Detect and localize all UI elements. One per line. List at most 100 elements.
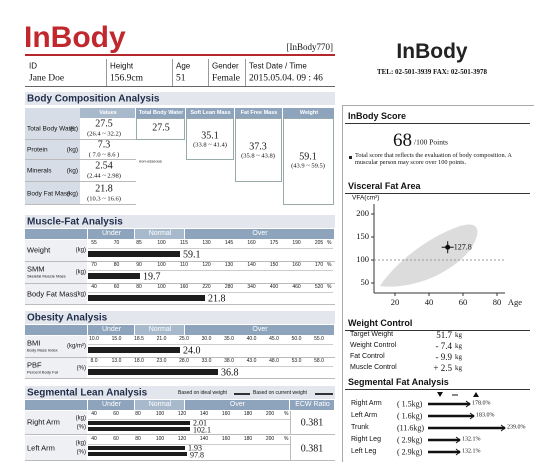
row-unit: (kg) (75, 291, 86, 298)
field-label: Height (110, 61, 134, 71)
header-cell (290, 400, 334, 410)
value: - 9.9 (435, 351, 453, 362)
row-unit: (kg) (75, 440, 86, 447)
column-header: Total Body Water (138, 109, 184, 116)
value: 37.3 (249, 141, 267, 153)
header-cell (135, 229, 184, 239)
scale-label: 120 (202, 262, 211, 269)
scale-label: 18.5 (134, 336, 144, 343)
scale-label: 48.0 (269, 358, 279, 365)
scale-label: 140 (247, 262, 256, 269)
value: 59.1 (299, 151, 317, 163)
scale-label: 120 (177, 436, 187, 443)
field-label: Test Date / Time (249, 61, 307, 71)
range: (33.8 ~ 41.4) (193, 141, 227, 149)
logo: InBody (396, 39, 468, 63)
separator (208, 59, 209, 87)
scale-label: 25.0 (179, 336, 189, 343)
y-tick-label: 200 (356, 208, 369, 219)
over-marker (473, 392, 479, 397)
panel-rule (345, 330, 530, 331)
scale-label: 520 (314, 284, 324, 291)
scale-label: 80 (113, 262, 120, 269)
scale-label: 40 (91, 411, 97, 418)
label-cell (25, 411, 87, 434)
header-cell (235, 108, 282, 118)
row-label: Muscle Control (350, 363, 397, 371)
field-value: 156.9cm (110, 73, 143, 84)
row-label: Trunk (351, 423, 369, 431)
bar (88, 446, 185, 450)
header-rule (25, 54, 335, 56)
scale-unit: % (284, 436, 289, 443)
row-label: Left Arm (27, 443, 55, 453)
row-label: Body Fat Mass (27, 189, 71, 197)
header-cell (135, 400, 184, 410)
bar-value: 19.7 (143, 271, 161, 283)
scale-unit: % (284, 411, 289, 418)
bar (88, 452, 187, 456)
separator (106, 59, 107, 87)
cell (186, 118, 234, 160)
section-bar (25, 386, 335, 399)
band-label: Under (101, 325, 122, 333)
scale-label: 460 (292, 284, 301, 291)
bar-value: 2.01 (193, 418, 207, 428)
scale-label: 60 (113, 436, 119, 443)
scale-label: 40.0 (246, 336, 257, 343)
value: 21.8 (95, 182, 113, 194)
bullet (349, 156, 352, 159)
bar-value: 97.8 (190, 450, 204, 460)
row-unit: (kg) (66, 146, 78, 154)
y-tick-label: 100 (356, 254, 369, 265)
scale-label: 140 (199, 411, 209, 418)
header-cell (80, 108, 135, 118)
section-bar (25, 215, 335, 228)
header-cell (25, 229, 87, 239)
under-marker (437, 392, 443, 397)
unit: kg (455, 363, 462, 372)
scale-label: 70 (113, 240, 120, 247)
scale-unit: % (327, 262, 332, 269)
scale-rule (88, 344, 333, 345)
row-rule (25, 283, 335, 284)
row-label: Target Weight (350, 330, 394, 338)
scale-label: 205 (314, 240, 324, 247)
row-unit: (kg) (66, 167, 78, 175)
scale-label: 33.0 (201, 358, 212, 365)
score-note: Total score that reflects the evaluation… (355, 152, 512, 167)
label-cell (25, 284, 87, 304)
scale-label: 160 (221, 411, 231, 418)
panel-title: Segmental Fat Analysis (348, 376, 449, 387)
bar (88, 427, 190, 431)
x-tick-label: 20 (390, 297, 400, 308)
scale-unit: % (327, 284, 332, 291)
bar-value: 21.8 (208, 293, 226, 305)
separator (290, 436, 291, 461)
panel-rule (345, 123, 530, 124)
axis-label: VFA(cm²) (352, 194, 380, 202)
field-label: Age (176, 61, 191, 71)
panel-title: Weight Control (348, 317, 413, 328)
scale-label: 23.0 (156, 358, 167, 365)
header-cell (88, 325, 134, 335)
row-rule (25, 460, 335, 461)
legend-line (234, 393, 250, 395)
contact: TEL: 02-501-3939 FAX: 02-501-3978 (376, 67, 488, 76)
score-max: /100 Points (414, 137, 448, 147)
legend-label: Based on current weight (253, 390, 307, 397)
row-label: Total Body Water (27, 125, 77, 133)
scale-label: 160 (247, 240, 256, 247)
row-unit: (kg) (75, 415, 86, 422)
row-unit: (kg) (75, 247, 86, 254)
header-cell (186, 108, 234, 118)
bar-value: 36.8 (221, 367, 239, 379)
fat-percent: 183.0% (476, 412, 495, 419)
scale-label: 60 (113, 284, 120, 291)
separator (172, 59, 173, 87)
scale-label: 175 (269, 240, 279, 247)
scale-rule (88, 444, 290, 445)
row-unit: (L) (70, 125, 78, 133)
